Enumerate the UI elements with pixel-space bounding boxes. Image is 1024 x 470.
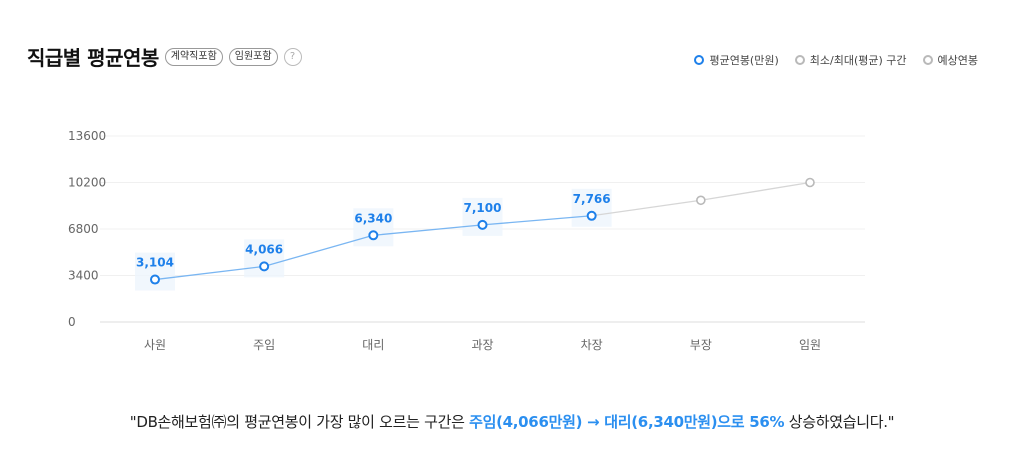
- data-label: 7,766: [573, 192, 611, 206]
- legend-item-range[interactable]: 최소/최대(평균) 구간: [794, 52, 907, 68]
- data-label: 6,340: [354, 211, 392, 225]
- legend-label-expected: 예상연봉: [937, 54, 978, 67]
- legend-marker-gray-icon: [794, 55, 805, 65]
- x-tick-label: 차장: [581, 338, 603, 352]
- chart-header: 직급별 평균연봉 계약직포함 임원포함 ?: [27, 42, 302, 71]
- legend-marker-gray-icon: [922, 55, 933, 65]
- y-tick-label: 3400: [68, 269, 99, 283]
- chart-title: 직급별 평균연봉: [27, 46, 159, 70]
- y-tick-label: 13600: [68, 129, 106, 143]
- summary-highlight: 주임(4,066만원) → 대리(6,340만원)으로 56%: [469, 413, 785, 431]
- x-tick-label: 사원: [144, 338, 166, 352]
- y-tick-label: 6800: [68, 222, 99, 236]
- summary-part1: "DB손해보험㈜의 평균연봉이 가장 많이 오르는 구간은: [129, 413, 470, 431]
- legend-label-avg: 평균연봉(만원): [709, 54, 779, 67]
- legend-item-expected[interactable]: 예상연봉: [922, 52, 978, 68]
- x-tick-label: 주임: [253, 338, 275, 352]
- x-tick-label: 부장: [690, 338, 712, 352]
- chart-legend: 평균연봉(만원) 최소/최대(평균) 구간 예상연봉: [678, 52, 978, 68]
- x-tick-label: 대리: [362, 338, 384, 352]
- y-tick-label: 0: [68, 315, 76, 329]
- data-point-avg: [368, 230, 379, 241]
- x-tick-label: 과장: [471, 338, 493, 352]
- data-point-expected: [805, 177, 815, 188]
- data-point-avg: [259, 261, 270, 272]
- data-label: 4,066: [245, 242, 283, 256]
- data-label: 3,104: [136, 256, 174, 270]
- x-tick-label: 임원: [799, 338, 821, 352]
- legend-marker-blue-icon: [694, 55, 705, 65]
- legend-item-avg[interactable]: 평균연봉(만원): [694, 52, 779, 68]
- legend-label-range: 최소/최대(평균) 구간: [809, 54, 907, 67]
- summary-text: "DB손해보험㈜의 평균연봉이 가장 많이 오르는 구간은 주임(4,066만원…: [0, 411, 1024, 432]
- data-point-avg: [477, 219, 488, 230]
- y-tick-label: 10200: [68, 176, 106, 190]
- data-point-avg: [586, 210, 597, 221]
- executive-filter-button[interactable]: 임원포함: [228, 47, 278, 66]
- contract-filter-button[interactable]: 계약직포함: [164, 47, 223, 66]
- summary-part2: 상승하였습니다.": [784, 413, 895, 431]
- help-icon[interactable]: ?: [283, 47, 302, 66]
- data-label: 7,100: [464, 201, 502, 215]
- data-point-expected: [696, 195, 706, 206]
- data-point-avg: [150, 274, 160, 285]
